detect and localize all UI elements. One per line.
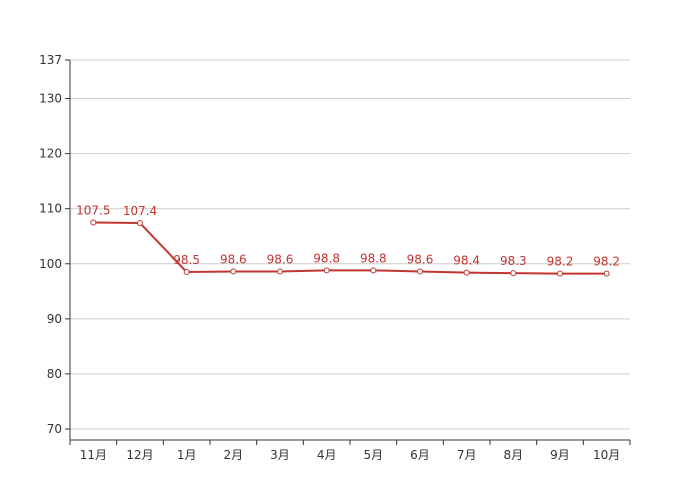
data-point	[463, 269, 470, 276]
x-tick-label: 8月	[504, 448, 524, 462]
y-tick-label: 110	[39, 202, 62, 216]
data-labels: 107.5 107.4 98.5 98.6 98.6 98.8 98.8 98.6 98.4 98…	[76, 203, 620, 268]
data-label: 98.2	[593, 255, 620, 269]
data-label: 98.5	[173, 253, 200, 267]
y-tick-label: 100	[39, 257, 62, 271]
data-label: 107.4	[123, 204, 157, 218]
data-label: 98.8	[313, 251, 340, 265]
series-layer	[90, 219, 610, 277]
data-point	[230, 268, 237, 275]
data-point	[90, 219, 97, 226]
x-tick-label: 5月	[364, 448, 384, 462]
x-tick-label: 12月	[126, 448, 153, 462]
x-tick-label: 10月	[593, 448, 620, 462]
y-tick-label: 70	[47, 422, 62, 436]
y-tick-label: 90	[47, 312, 62, 326]
data-label: 107.5	[76, 203, 110, 217]
data-label: 98.6	[220, 252, 247, 266]
grid-lines	[70, 59, 630, 430]
data-label: 98.6	[407, 252, 434, 266]
axes: 70 80 90 100 110 120 130 137 11月 12月 1月 2月 3月 4月 5月 6月 7…	[39, 53, 631, 462]
data-point	[510, 270, 517, 277]
x-tick-label: 9月	[550, 448, 570, 462]
data-point	[323, 267, 330, 274]
data-point	[137, 220, 143, 227]
y-tick-label: 130	[39, 92, 62, 106]
x-tick-label: 4月	[317, 448, 337, 462]
data-point	[417, 268, 423, 275]
x-tick-label: 11月	[80, 448, 107, 462]
x-tick-label: 1月	[177, 448, 197, 462]
data-label: 98.8	[360, 251, 387, 265]
data-label: 98.6	[267, 252, 294, 266]
data-point	[603, 270, 610, 277]
x-tick-label: 7月	[457, 448, 477, 462]
x-tick-label: 2月	[224, 448, 244, 462]
data-label: 98.3	[500, 254, 527, 268]
x-tick-label: 3月	[270, 448, 290, 462]
y-tick-label: 80	[47, 367, 62, 381]
y-tick-label: 137	[39, 53, 62, 67]
data-point	[370, 267, 377, 274]
x-tick-label: 6月	[410, 448, 430, 462]
y-tick-label: 120	[39, 147, 62, 161]
data-label: 98.4	[453, 254, 480, 268]
data-label: 98.2	[547, 255, 574, 269]
data-point	[277, 268, 283, 275]
series-line	[93, 221, 607, 275]
data-point	[557, 270, 563, 277]
data-point	[183, 269, 190, 276]
